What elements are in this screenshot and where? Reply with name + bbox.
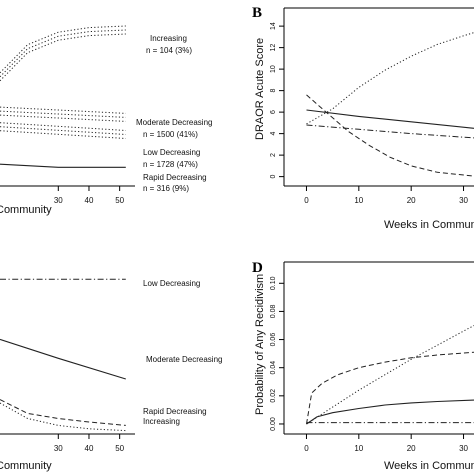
label-c-moderate-decreasing: Moderate Decreasing [146, 355, 222, 364]
panel-letter-d: D [252, 260, 263, 276]
panel-d-x-tick-label-10: 10 [354, 444, 363, 453]
panel-b-series [306, 32, 474, 177]
label-rapid-decreasing-n: n = 316 (9%) [143, 184, 189, 193]
panel-b-y-tick-label-10: 10 [270, 65, 277, 73]
panel-a-series-increasing-band-line [0, 25, 126, 74]
label-low-decreasing-n: n = 1728 (47%) [143, 160, 198, 169]
panel-c-x-tick-label-30: 30 [54, 444, 63, 453]
panel-b-y-tick-label-2: 2 [270, 153, 277, 157]
label-c-increasing: Increasing [143, 417, 180, 426]
panel-b-y-tick-label-12: 12 [270, 44, 277, 52]
label-c-rapid-decreasing: Rapid Decreasing [143, 407, 207, 416]
panel-a-x-axis-label: Community [0, 204, 52, 216]
panel-b-y-axis-label: DRAOR Acute Score [254, 38, 266, 140]
panel-a-series-low-decreasing-band-line [0, 130, 126, 139]
panel-a-series-increasing-line [0, 29, 126, 78]
panel-a-series-moderate-decreasing-band-line [0, 114, 126, 122]
panel-c: 30 40 50 Community Low Decreasing Moderate… [0, 278, 222, 472]
panel-d-series-3-line [306, 399, 474, 425]
label-low-decreasing: Low Decreasing [143, 148, 200, 157]
panel-c-x-tick-label-40: 40 [85, 444, 94, 453]
panel-b-x-tick-label-30: 30 [459, 196, 468, 205]
panel-a-series-low-decreasing-band-line [0, 122, 126, 131]
label-increasing: Increasing [150, 34, 187, 43]
panel-c-series-moderate-decreasing-line [0, 338, 126, 380]
panel-a-x-tick-label-50: 50 [115, 196, 124, 205]
panel-a-series-moderate-decreasing-band-line [0, 106, 126, 114]
panel-b-x-tick-label-20: 20 [407, 196, 416, 205]
label-increasing-n: n = 104 (3%) [146, 46, 192, 55]
panel-c-series-increasing-line [0, 402, 126, 432]
panel-d-y-axis-label: Probability of Any Recidivism [254, 274, 266, 415]
panel-b-y-tick-label-4: 4 [270, 132, 277, 136]
panel-a-series-low-decreasing-line [0, 126, 126, 135]
panel-d-y-tick-label-0.04: 0.04 [270, 361, 277, 375]
panel-d-y-tick-label-0.02: 0.02 [270, 389, 277, 403]
panel-b-series-4-line [306, 94, 474, 177]
panel-c-series [0, 278, 126, 432]
panel-a: 30 40 50 Community Increasing n = 104 (3%)… [0, 25, 212, 216]
panel-a-x-tick-label-30: 30 [54, 196, 63, 205]
panel-c-x-ticks: 30 40 50 [54, 434, 125, 453]
panel-a-series-rapid-decreasing-line [0, 163, 126, 168]
panel-d-series [306, 325, 474, 425]
panel-b-ticks: 0 10 20 30 0 2 4 6 8 10 12 14 [270, 22, 469, 205]
panel-d-x-tick-label-30: 30 [459, 444, 468, 453]
panel-d-y-tick-label-0.08: 0.08 [270, 304, 277, 318]
panel-d-y-tick-label-0.06: 0.06 [270, 333, 277, 347]
panel-a-x-tick-label-40: 40 [85, 196, 94, 205]
panel-c-x-tick-label-50: 50 [115, 444, 124, 453]
panel-b-x-tick-label-0: 0 [304, 196, 309, 205]
panel-a-series-moderate-decreasing-line [0, 110, 126, 118]
panel-b-x-tick-label-10: 10 [354, 196, 363, 205]
panel-a-series-increasing-band-line [0, 33, 126, 82]
panel-a-series [0, 25, 126, 168]
panel-b-y-tick-label-8: 8 [270, 89, 277, 93]
panel-d-x-axis-label: Weeks in Commun [384, 460, 474, 472]
label-c-low-decreasing: Low Decreasing [143, 279, 200, 288]
panel-c-series-rapid-decreasing-line [0, 399, 126, 426]
panel-b-y-tick-label-0: 0 [270, 175, 277, 179]
panel-d: D 0 10 20 30 0.00 0.02 0.04 0.06 0.08 0.10 Probab… [252, 260, 474, 472]
panel-b: B 0 10 20 30 0 2 4 6 8 10 12 14 DRAOR Acute Score W… [252, 5, 474, 231]
label-rapid-decreasing: Rapid Decreasing [143, 173, 207, 182]
panel-d-ticks: 0 10 20 30 0.00 0.02 0.04 0.06 0.08 0.10 [270, 276, 469, 453]
panel-b-y-tick-label-6: 6 [270, 110, 277, 114]
panel-d-series-1-line [306, 325, 474, 425]
panel-d-y-tick-label-0.10: 0.10 [270, 276, 277, 290]
panel-c-x-axis-label: Community [0, 460, 52, 472]
panel-a-x-ticks: 30 40 50 [54, 186, 125, 205]
panel-b-x-axis-label: Weeks in Commun [384, 219, 474, 231]
panel-d-x-tick-label-0: 0 [304, 444, 309, 453]
panel-b-series-2-line [306, 124, 474, 139]
panel-d-x-tick-label-20: 20 [407, 444, 416, 453]
panel-letter-b: B [252, 5, 262, 21]
panel-b-series-1-line [306, 109, 474, 129]
panel-d-y-tick-label-0.00: 0.00 [270, 417, 277, 431]
panel-d-series-2-line [306, 351, 474, 425]
label-moderate-decreasing-n: n = 1500 (41%) [143, 130, 198, 139]
panel-b-y-tick-label-14: 14 [270, 22, 277, 30]
panel-b-series-3-line [306, 32, 474, 125]
label-moderate-decreasing: Moderate Decreasing [136, 118, 212, 127]
